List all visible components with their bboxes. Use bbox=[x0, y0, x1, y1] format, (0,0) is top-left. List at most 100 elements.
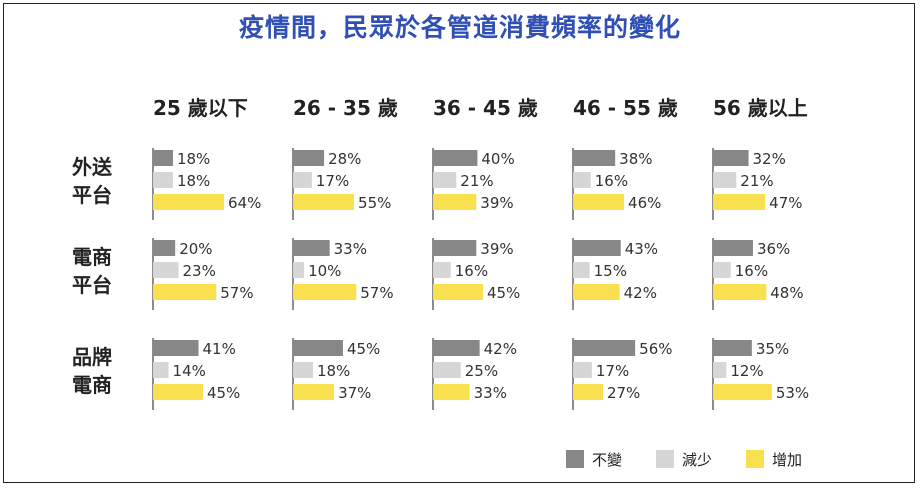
legend-swatch bbox=[566, 450, 584, 468]
data-label: 45% bbox=[347, 340, 380, 358]
data-label: 33% bbox=[334, 240, 367, 258]
data-label: 18% bbox=[317, 362, 350, 380]
data-label: 27% bbox=[607, 384, 640, 402]
bar bbox=[713, 362, 727, 378]
bar bbox=[153, 240, 176, 256]
data-label: 16% bbox=[735, 262, 768, 280]
data-label: 43% bbox=[625, 240, 658, 258]
bar bbox=[293, 362, 313, 378]
data-label: 33% bbox=[474, 384, 507, 402]
data-label: 17% bbox=[596, 362, 629, 380]
data-label: 18% bbox=[177, 150, 210, 168]
row-label: 平台 bbox=[72, 183, 112, 207]
data-label: 25% bbox=[465, 362, 498, 380]
data-label: 42% bbox=[624, 284, 657, 302]
row-label: 平台 bbox=[72, 273, 112, 297]
column-header: 46 - 55 歲 bbox=[573, 96, 678, 120]
bar bbox=[153, 194, 225, 210]
column-header: 26 - 35 歲 bbox=[293, 96, 398, 120]
bar bbox=[293, 340, 343, 356]
data-label: 23% bbox=[183, 262, 216, 280]
bar bbox=[293, 150, 325, 166]
bar bbox=[713, 172, 737, 188]
data-label: 15% bbox=[594, 262, 627, 280]
bar bbox=[153, 150, 173, 166]
bar bbox=[293, 284, 357, 300]
bar bbox=[713, 150, 749, 166]
data-label: 53% bbox=[776, 384, 809, 402]
legend-label: 減少 bbox=[682, 451, 712, 469]
bar bbox=[433, 262, 451, 278]
data-label: 42% bbox=[484, 340, 517, 358]
bar bbox=[153, 362, 169, 378]
data-label: 55% bbox=[358, 194, 391, 212]
row-label: 品牌 bbox=[72, 345, 112, 369]
bar bbox=[573, 340, 636, 356]
legend-label: 增加 bbox=[772, 451, 802, 469]
data-label: 14% bbox=[173, 362, 206, 380]
bar bbox=[433, 384, 470, 400]
bar bbox=[573, 194, 625, 210]
bar bbox=[713, 262, 731, 278]
bar bbox=[153, 262, 179, 278]
bar bbox=[293, 384, 335, 400]
bar bbox=[713, 340, 752, 356]
legend-swatch bbox=[656, 450, 674, 468]
data-label: 45% bbox=[207, 384, 240, 402]
data-label: 46% bbox=[628, 194, 661, 212]
row-label: 外送 bbox=[72, 155, 113, 179]
bar bbox=[433, 240, 477, 256]
data-label: 18% bbox=[177, 172, 210, 190]
bar bbox=[433, 194, 477, 210]
data-label: 45% bbox=[487, 284, 520, 302]
data-label: 40% bbox=[481, 150, 514, 168]
bar bbox=[573, 172, 591, 188]
bar bbox=[153, 172, 173, 188]
data-label: 57% bbox=[360, 284, 393, 302]
data-label: 57% bbox=[220, 284, 253, 302]
data-label: 36% bbox=[757, 240, 790, 258]
bar bbox=[713, 240, 753, 256]
bar bbox=[293, 240, 330, 256]
bar bbox=[573, 284, 620, 300]
data-label: 56% bbox=[639, 340, 672, 358]
bar bbox=[433, 362, 461, 378]
chart-frame bbox=[3, 3, 915, 483]
bar bbox=[293, 194, 355, 210]
data-label: 41% bbox=[203, 340, 236, 358]
data-label: 16% bbox=[455, 262, 488, 280]
data-label: 16% bbox=[595, 172, 628, 190]
data-label: 64% bbox=[228, 194, 261, 212]
column-header: 56 歲以上 bbox=[713, 96, 808, 120]
data-label: 39% bbox=[480, 194, 513, 212]
data-label: 10% bbox=[308, 262, 341, 280]
bar bbox=[573, 150, 616, 166]
data-label: 47% bbox=[769, 194, 802, 212]
data-label: 12% bbox=[730, 362, 763, 380]
bar bbox=[153, 340, 199, 356]
column-header: 25 歲以下 bbox=[153, 96, 248, 120]
bar bbox=[153, 384, 203, 400]
bar bbox=[713, 284, 767, 300]
bar bbox=[573, 362, 592, 378]
bar bbox=[433, 150, 478, 166]
bar bbox=[573, 384, 603, 400]
bar bbox=[433, 172, 457, 188]
data-label: 48% bbox=[770, 284, 803, 302]
bar bbox=[713, 194, 766, 210]
data-label: 17% bbox=[316, 172, 349, 190]
row-label: 電商 bbox=[72, 373, 112, 397]
data-label: 35% bbox=[756, 340, 789, 358]
data-label: 21% bbox=[460, 172, 493, 190]
data-label: 32% bbox=[753, 150, 786, 168]
data-label: 21% bbox=[740, 172, 773, 190]
legend-label: 不變 bbox=[592, 451, 622, 469]
column-header: 36 - 45 歲 bbox=[433, 96, 538, 120]
bar bbox=[153, 284, 217, 300]
bar bbox=[293, 172, 312, 188]
bar bbox=[713, 384, 772, 400]
data-label: 37% bbox=[338, 384, 371, 402]
data-label: 38% bbox=[619, 150, 652, 168]
bar bbox=[573, 240, 621, 256]
